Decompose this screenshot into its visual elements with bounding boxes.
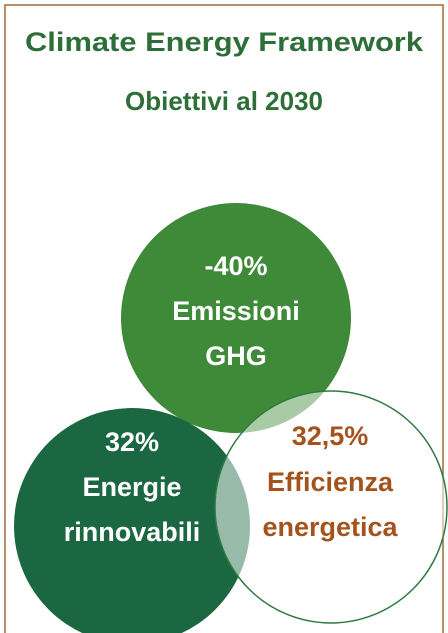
circle-text: energetica [262,512,398,542]
circle-renewables [14,408,250,633]
circle-text: Emissioni [172,296,300,326]
circle-text: -40% [204,251,267,281]
title: Climate Energy Framework [25,27,424,57]
circle-text: rinnovabili [64,517,201,547]
subtitle: Obiettivi al 2030 [125,86,323,116]
circle-text: Energie [82,472,181,502]
circle-text: GHG [205,341,267,371]
circle-text: Efficienza [267,467,394,497]
circle-text: 32,5% [292,421,369,451]
circle-efficiency [214,390,448,624]
circle-text: 32% [105,427,159,457]
frame [4,4,444,633]
circle-emissions [121,203,351,433]
